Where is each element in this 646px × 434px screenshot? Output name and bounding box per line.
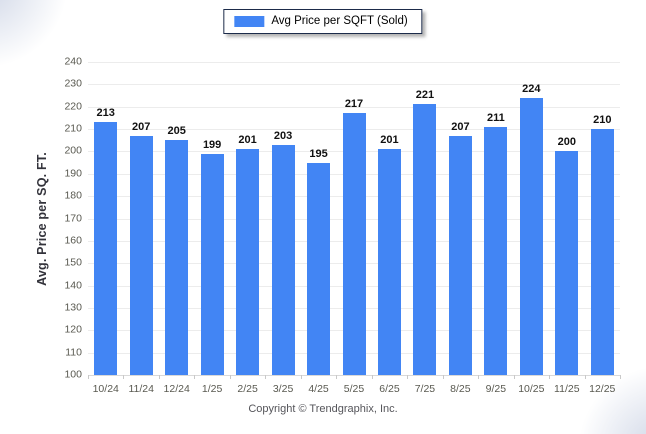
bar-value-label: 213 <box>96 107 115 120</box>
x-axis-label: 11/25 <box>554 383 580 395</box>
bar-5/25 <box>342 113 366 375</box>
y-axis-tick-label: 180 <box>64 189 82 202</box>
x-axis-label: 7/25 <box>414 383 436 395</box>
x-axis-tick <box>336 375 338 379</box>
y-axis-tick-label: 140 <box>64 279 82 292</box>
bar-value-label: 224 <box>522 82 541 95</box>
y-axis-tick-label: 110 <box>65 346 82 359</box>
bar-value-label: 211 <box>486 111 505 124</box>
bar-12/25 <box>590 129 614 375</box>
bar-value-label: 195 <box>309 147 328 160</box>
gridline-100 <box>88 375 620 376</box>
x-axis-label: 9/25 <box>485 383 507 395</box>
x-axis-label: 10/24 <box>92 383 119 395</box>
bar-value-label: 210 <box>593 114 612 127</box>
x-axis-tick <box>88 375 89 379</box>
bar-value-label: 207 <box>132 120 151 133</box>
y-axis-tick-label: 100 <box>64 368 82 381</box>
bar-6/25 <box>377 149 401 375</box>
x-axis-tick <box>407 375 409 379</box>
bar-12/24 <box>165 140 189 375</box>
x-axis-tick <box>549 375 551 379</box>
bar-value-label: 201 <box>380 134 399 147</box>
x-axis-tick <box>194 375 196 379</box>
x-axis-label: 2/25 <box>237 383 258 395</box>
y-axis-tick-label: 130 <box>64 301 82 314</box>
x-axis-label: 12/24 <box>163 383 190 395</box>
bar-1/25 <box>200 153 224 375</box>
x-axis-tick <box>442 375 444 379</box>
bar-10/24 <box>94 122 118 375</box>
y-axis-tick-label: 210 <box>64 122 82 135</box>
x-axis-label: 5/25 <box>343 383 365 395</box>
x-axis-label: 1/25 <box>201 383 223 395</box>
y-axis-tick-label: 170 <box>64 212 82 224</box>
bar-value-label: 217 <box>344 98 364 111</box>
gridline-220 <box>88 106 620 108</box>
bar-value-label: 207 <box>451 120 470 133</box>
x-axis-tick <box>478 375 480 379</box>
gridline-240 <box>88 62 620 63</box>
x-axis-tick <box>158 375 160 379</box>
gridline-230 <box>88 84 620 86</box>
bar-7/25 <box>413 104 437 375</box>
y-axis-tick-label: 190 <box>64 167 82 180</box>
bar-value-label: 201 <box>238 134 257 147</box>
bar-value-label: 221 <box>415 89 435 102</box>
legend-label: Avg Price per SQFT (Sold) <box>271 15 408 27</box>
x-axis-tick <box>513 375 515 379</box>
x-axis-label: 6/25 <box>379 383 400 395</box>
bar-8/25 <box>448 135 472 375</box>
x-axis-label: 4/25 <box>308 383 329 395</box>
bar-value-label: 203 <box>273 129 293 142</box>
bar-11/25 <box>555 151 579 375</box>
y-axis-tick-label: 160 <box>64 234 82 247</box>
y-axis-tick-label: 220 <box>64 100 82 113</box>
x-axis-label: 12/25 <box>589 383 616 395</box>
x-axis-label: 8/25 <box>450 383 471 395</box>
plot-area: 240 230 220 210 200 190 180 170 160 150 140 130 120 1… <box>64 56 621 395</box>
x-axis-tick <box>620 375 621 379</box>
bar-9/25 <box>484 126 508 375</box>
legend: Avg Price per SQFT (Sold) <box>223 9 423 34</box>
x-axis-label: 10/25 <box>518 383 545 395</box>
x-axis-tick <box>300 375 302 379</box>
y-axis-tick-label: 200 <box>64 144 82 157</box>
bar-value-label: 199 <box>202 138 222 151</box>
x-axis-tick <box>123 375 125 379</box>
bar-3/25 <box>271 144 295 375</box>
copyright-text: Copyright © Trendgraphix, Inc. <box>248 403 398 415</box>
x-axis-tick <box>584 375 586 379</box>
y-axis-tick-label: 230 <box>64 77 82 90</box>
y-axis-tick-label: 240 <box>64 55 82 68</box>
bar-value-label: 200 <box>557 136 576 149</box>
bar-2/25 <box>236 149 260 375</box>
x-axis-tick <box>371 375 373 379</box>
x-axis-label: 3/25 <box>272 383 294 395</box>
x-axis-label: 11/24 <box>128 383 154 395</box>
x-axis-tick <box>229 375 231 379</box>
y-axis-tick-label: 150 <box>64 256 82 269</box>
bar-11/24 <box>129 135 153 375</box>
bar-value-label: 205 <box>167 125 186 138</box>
y-axis-tick-label: 120 <box>64 323 82 336</box>
bar-4/25 <box>307 162 331 375</box>
x-axis-tick <box>265 375 267 379</box>
bar-10/25 <box>519 97 543 375</box>
legend-swatch-icon <box>234 16 265 27</box>
